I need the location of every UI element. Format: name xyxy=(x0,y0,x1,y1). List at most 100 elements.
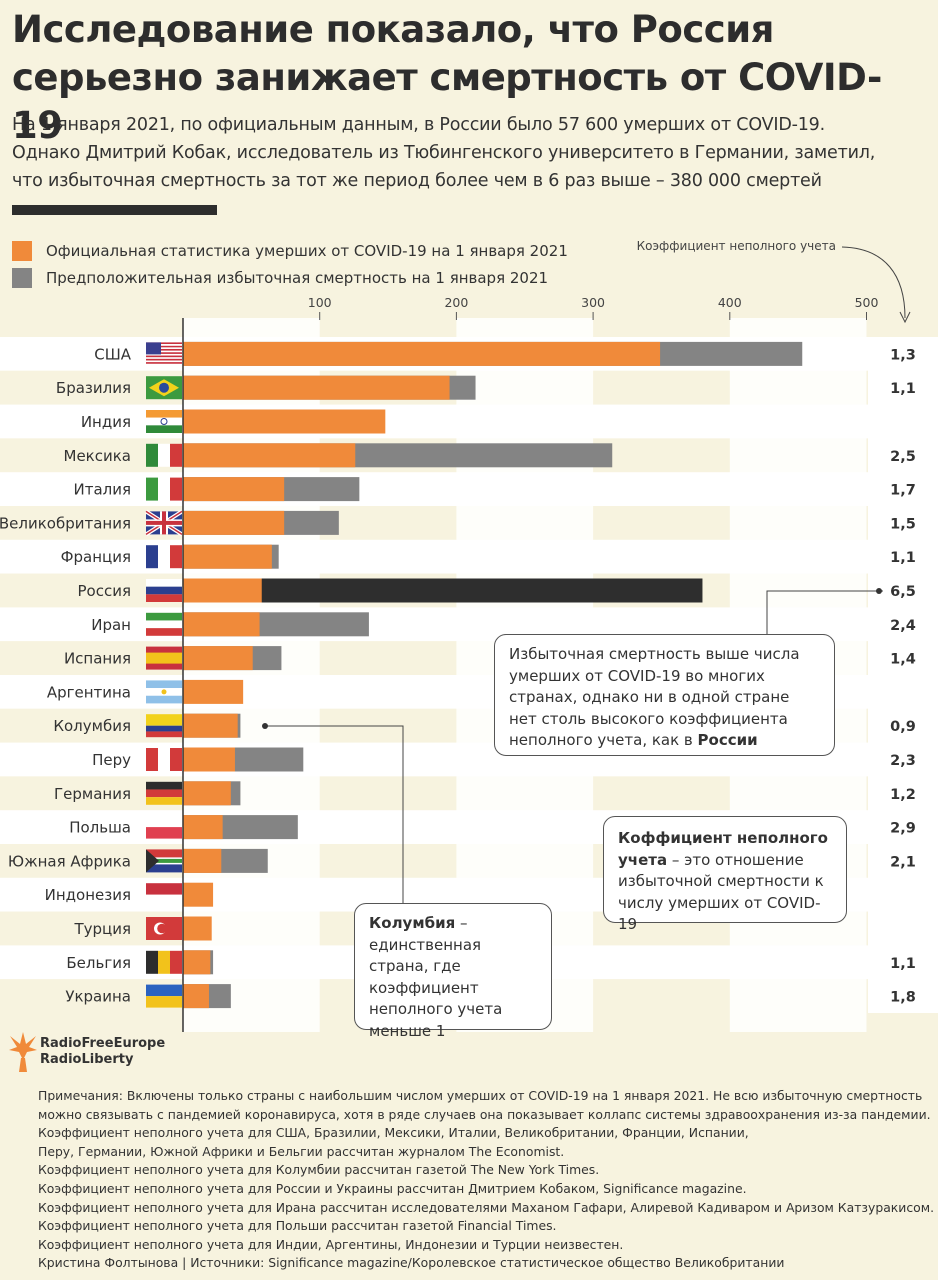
ratio-value: 2,3 xyxy=(890,753,916,769)
ratio-caption-arrowhead xyxy=(899,311,911,324)
note-line: можно связывать с пандемией коронавируса… xyxy=(38,1106,931,1122)
country-label: Россия xyxy=(78,582,132,600)
bar-official xyxy=(183,443,356,468)
country-label: Германия xyxy=(54,785,131,803)
ratio-column-bg xyxy=(868,337,938,1013)
legend-swatch-excess xyxy=(12,267,32,288)
bar-official xyxy=(183,375,450,400)
bar-official xyxy=(183,713,238,738)
legend: Официальная статистика умерших от COVID-… xyxy=(12,237,568,291)
title-line-1: Исследование показало, что Россия xyxy=(12,8,774,51)
ratio-value: 0,9 xyxy=(890,719,916,735)
russia-callout-connector xyxy=(766,590,883,634)
plot-band xyxy=(183,318,320,1032)
ratio-value: 2,5 xyxy=(890,449,916,465)
callout-excess-bold: России xyxy=(697,731,758,749)
flag-poland-icon xyxy=(146,815,182,839)
country-label: Бразилия xyxy=(56,379,131,397)
country-label: Иран xyxy=(91,616,131,634)
flag-germany-icon xyxy=(146,781,182,805)
bar-official xyxy=(183,578,262,603)
country-label: Великобритания xyxy=(0,514,131,532)
bar-official xyxy=(183,612,260,637)
flag-ukraine-icon xyxy=(146,984,182,1008)
x-tick-label: 300 xyxy=(581,295,605,310)
callout-ratio-definition: Коффициент неполного учета – это отношен… xyxy=(603,816,847,933)
country-label: Мексика xyxy=(64,447,131,465)
rferl-logo: RadioFreeEurope RadioLiberty xyxy=(8,1030,165,1074)
country-label: Южная Африка xyxy=(8,852,131,870)
note-line: Кристина Фолтынова | Источники: Signific… xyxy=(38,1255,785,1271)
note-line: Перу, Германии, Южной Африки и Бельгии р… xyxy=(38,1143,565,1159)
bar-official xyxy=(183,341,661,366)
callout-colombia-bold: Колумбия xyxy=(369,914,456,932)
ratio-value: 2,1 xyxy=(890,854,916,870)
notes: Примечания: Включены только страны с наи… xyxy=(38,1087,934,1273)
ratio-caption-arrow xyxy=(841,246,906,319)
flag-turkey-icon xyxy=(146,917,182,940)
flag-argentina-icon xyxy=(146,680,182,704)
flag-mexico-icon xyxy=(146,443,182,467)
torch-icon xyxy=(9,1032,37,1072)
flag-russia-icon xyxy=(146,579,182,602)
note-line: Коэффициент неполного учета для Индии, А… xyxy=(38,1236,624,1252)
bar-official xyxy=(183,848,222,873)
logo-line-2: RadioLiberty xyxy=(40,1052,134,1067)
flag-italy-icon xyxy=(146,477,182,501)
ratio-value: 1,5 xyxy=(890,516,916,532)
flag-india-icon xyxy=(146,410,182,433)
bar-official xyxy=(183,815,223,840)
logo-line-1: RadioFreeEurope xyxy=(40,1036,166,1051)
note-line: Примечания: Включены только страны с наи… xyxy=(38,1088,923,1103)
callout-ratio-bold: Коффициент неполного учета xyxy=(618,829,828,869)
flag-belgium-icon xyxy=(146,950,182,974)
callout-excess-note: Избыточная смертность выше числа умерших… xyxy=(494,634,835,756)
country-label: Испания xyxy=(64,650,131,668)
bar-official xyxy=(183,781,231,806)
callout-colombia: Колумбия – единственная страна, где коэф… xyxy=(354,903,552,1040)
ratio-value: 1,1 xyxy=(890,550,916,566)
bar-official xyxy=(183,477,285,502)
ratio-value: 1,1 xyxy=(890,956,916,972)
flag-indonesia-icon xyxy=(146,883,182,907)
flag-south-africa-icon xyxy=(146,849,182,873)
legend-label-official: Официальная статистика умерших от COVID-… xyxy=(46,241,568,260)
ratio-value: 1,2 xyxy=(890,787,916,803)
subtitle-line-2: Однако Дмитрий Кобак, исследователь из Т… xyxy=(12,143,876,163)
note-line: Коэффициент неполного учета для России и… xyxy=(38,1180,747,1196)
country-label: Бельгия xyxy=(66,954,131,972)
x-tick-label: 200 xyxy=(444,295,468,310)
country-label: США xyxy=(94,345,132,363)
callout-colombia-text: – единственная страна, где коэффициент н… xyxy=(369,914,503,1040)
country-label: Италия xyxy=(73,481,131,499)
ratio-value: 6,5 xyxy=(890,584,916,600)
bar-official xyxy=(183,747,235,772)
subtitle-line-3: что избыточная смертность за тот же пери… xyxy=(12,171,822,191)
note-line: Коэффициент неполного учета для США, Бра… xyxy=(38,1125,749,1141)
flag-uk-icon xyxy=(144,509,184,537)
legend-item-official: Официальная статистика умерших от COVID-… xyxy=(12,237,568,264)
bar-official xyxy=(183,984,209,1009)
bar-official xyxy=(183,510,285,535)
bar-official xyxy=(183,679,244,704)
bar-chart: 100 200 300 400 500 США 1,3 Бразилия 1,1 Индия Мек… xyxy=(0,246,938,1032)
page-title: Исследование показало, что Россия серьез… xyxy=(12,6,932,150)
bar-official xyxy=(183,950,211,975)
bar-official xyxy=(183,916,212,941)
note-line: Коэффициент неполного учета для Ирана ра… xyxy=(38,1199,935,1215)
country-label: Индия xyxy=(81,413,131,431)
subtitle: На 1 января 2021, по официальным данным,… xyxy=(12,111,928,195)
ratio-column-caption: Коэффициент неполного учета xyxy=(636,239,836,253)
flag-brazil-icon xyxy=(146,376,182,400)
ratio-value: 1,8 xyxy=(890,990,916,1006)
bar-official xyxy=(183,409,386,434)
country-label: Украина xyxy=(65,988,131,1006)
ratio-value: 1,1 xyxy=(890,381,916,397)
ratio-value: 2,9 xyxy=(890,821,916,837)
ratio-value: 1,3 xyxy=(890,347,916,363)
ratio-value: 1,7 xyxy=(890,483,916,499)
legend-swatch-official xyxy=(12,240,32,261)
title-line-2: серьезно занижает смертность от COVID-19 xyxy=(12,56,882,147)
x-tick-label: 400 xyxy=(718,295,742,310)
x-tick-label: 100 xyxy=(308,295,332,310)
